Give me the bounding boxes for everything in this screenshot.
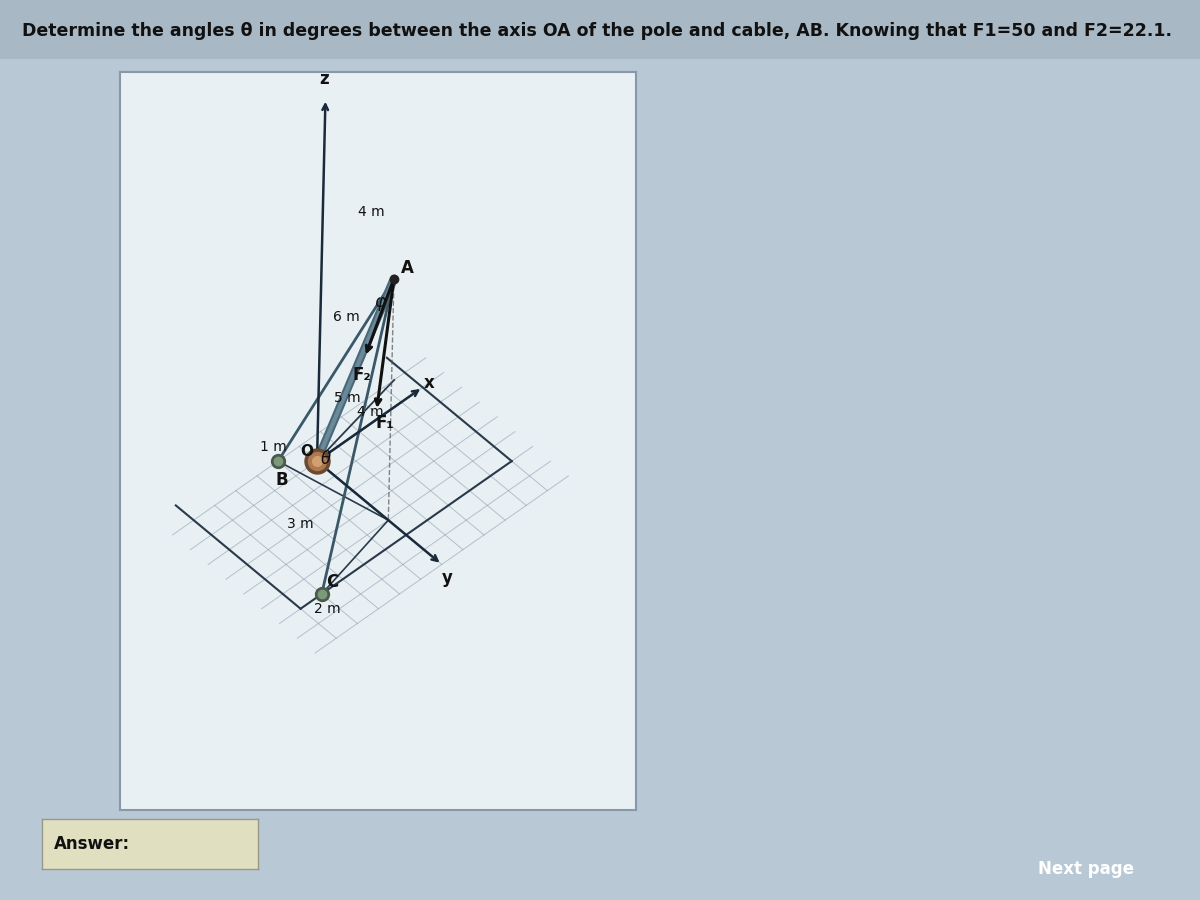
Text: y: y — [442, 569, 452, 587]
Text: 1 m: 1 m — [260, 440, 287, 454]
Text: Next page: Next page — [1038, 860, 1134, 878]
Text: 4 m: 4 m — [358, 204, 384, 219]
Text: φ: φ — [374, 292, 385, 310]
Text: z: z — [319, 70, 329, 88]
Text: C: C — [326, 573, 338, 591]
Text: Answer:: Answer: — [54, 835, 130, 853]
Text: F₁: F₁ — [376, 414, 394, 432]
Text: Determine the angles θ in degrees between the axis OA of the pole and cable, AB.: Determine the angles θ in degrees betwee… — [22, 22, 1171, 40]
Text: A: A — [401, 259, 414, 277]
Text: B: B — [276, 471, 288, 489]
Text: 4 m: 4 m — [356, 405, 383, 419]
Text: O: O — [301, 444, 313, 459]
Text: 2 m: 2 m — [313, 602, 341, 616]
Text: 5 m: 5 m — [335, 392, 361, 405]
Text: 3 m: 3 m — [287, 517, 313, 530]
Text: θ: θ — [322, 450, 331, 468]
Text: x: x — [424, 374, 434, 392]
Text: F₂: F₂ — [353, 366, 371, 384]
Text: 6 m: 6 m — [334, 310, 360, 324]
